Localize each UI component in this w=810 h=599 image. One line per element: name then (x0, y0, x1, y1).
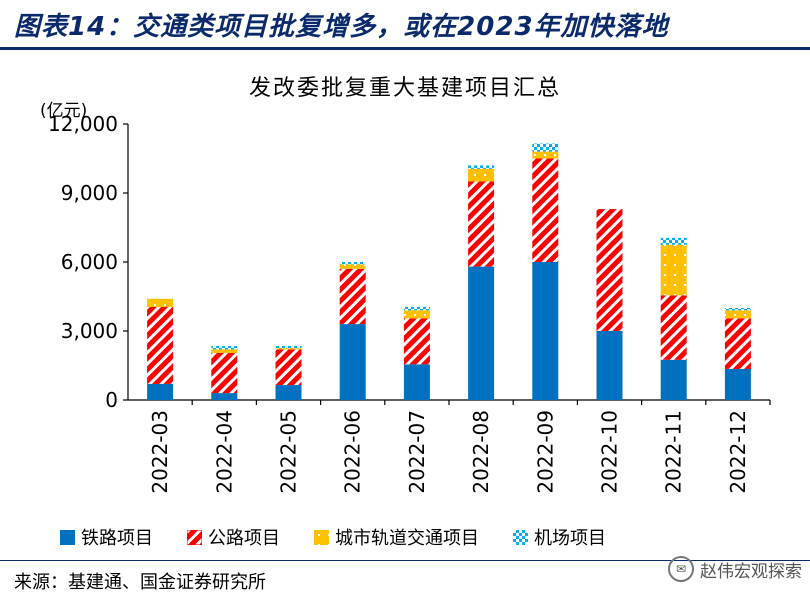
watermark-text: 赵伟宏观探索 (700, 561, 802, 582)
bar-segment-railway (596, 331, 623, 400)
bar-segment-highway (211, 352, 238, 394)
bar-segment-railway (403, 364, 430, 400)
footer-rule (0, 560, 810, 561)
legend-item-railway: 铁路项目 (60, 524, 153, 550)
watermark: ✉ 赵伟宏观探索 (668, 556, 802, 582)
legend-swatch-airport (513, 529, 528, 545)
legend-label-urban-rail: 城市轨道交通项目 (335, 528, 479, 549)
bar-segment-railway (339, 324, 366, 400)
bar-segment-airport (211, 345, 238, 350)
bar-segment-highway (724, 318, 751, 369)
bar-segment-airport (660, 237, 687, 245)
figure-title: 图表14：交通类项目批复增多，或在2023年加快落地 (14, 12, 669, 42)
bar-segment-urban-rail (468, 168, 495, 182)
bar-segment-airport (468, 165, 495, 169)
bar-segment-highway (339, 268, 366, 325)
bar-segment-highway (468, 181, 495, 267)
legend-swatch-highway (187, 529, 202, 545)
header-rule (0, 47, 810, 50)
x-tick-label: 2022-10 (598, 410, 622, 494)
figure-header: 图表14：交通类项目批复增多，或在2023年加快落地 (0, 0, 810, 50)
bar-segment-airport (339, 262, 366, 265)
bar-segment-urban-rail (660, 244, 687, 296)
x-tick-label: 2022-04 (212, 410, 236, 494)
y-tick-label: 12,000 (48, 112, 118, 136)
bar-segment-highway (147, 306, 174, 384)
y-tick-label: 6,000 (61, 250, 118, 274)
bar-segment-railway (660, 359, 687, 400)
x-tick-label: 2022-05 (277, 410, 301, 494)
bar-segment-airport (403, 306, 430, 311)
bar-segment-railway (275, 385, 302, 400)
bar-segment-highway (403, 318, 430, 365)
y-tick-label: 3,000 (61, 319, 118, 343)
bar-segment-urban-rail (339, 264, 366, 269)
x-tick-label: 2022-03 (148, 410, 172, 494)
bar-segment-highway (660, 295, 687, 360)
legend-item-urban-rail: 城市轨道交通项目 (314, 524, 479, 550)
bar-segment-urban-rail (211, 349, 238, 353)
x-tick-label: 2022-08 (469, 410, 493, 494)
chart-title: 发改委批复重大基建项目汇总 (248, 76, 561, 101)
wechat-icon: ✉ (668, 556, 694, 582)
legend-label-airport: 机场项目 (534, 528, 606, 549)
chart-legend: 铁路项目 公路项目 城市轨道交通项目 机场项目 (60, 524, 780, 550)
bar-segment-highway (532, 158, 559, 262)
y-tick-label: 0 (105, 388, 118, 412)
y-tick-label: 9,000 (61, 181, 118, 205)
x-tick-label: 2022-09 (533, 410, 557, 494)
bar-segment-railway (147, 383, 174, 400)
legend-swatch-railway (60, 529, 75, 545)
x-tick-label: 2022-07 (405, 410, 429, 494)
bar-segment-urban-rail (147, 298, 174, 307)
legend-item-highway: 公路项目 (187, 524, 280, 550)
bar-segment-railway (724, 368, 751, 400)
x-tick-label: 2022-11 (662, 410, 686, 494)
bar-segment-highway (275, 349, 302, 386)
legend-swatch-urban-rail (314, 529, 329, 545)
bar-segment-urban-rail (403, 310, 430, 319)
bar-segment-airport (724, 308, 751, 311)
bar-segment-highway (596, 209, 623, 331)
source-note: 来源：基建通、国金证券研究所 (14, 572, 266, 593)
bar-segment-airport (532, 143, 559, 152)
bar-segment-railway (211, 393, 238, 400)
bar-segment-airport (275, 345, 302, 349)
y-axis-unit-label: (亿元) (40, 101, 88, 121)
x-tick-label: 2022-12 (726, 410, 750, 494)
bar-segment-railway (468, 266, 495, 400)
legend-label-railway: 铁路项目 (81, 528, 153, 549)
legend-item-airport: 机场项目 (513, 524, 606, 550)
legend-label-highway: 公路项目 (208, 528, 280, 549)
bar-segment-urban-rail (275, 348, 302, 350)
bar-segment-urban-rail (724, 310, 751, 319)
bar-segment-railway (532, 262, 559, 400)
x-tick-label: 2022-06 (341, 410, 365, 494)
bar-segment-urban-rail (532, 151, 559, 159)
